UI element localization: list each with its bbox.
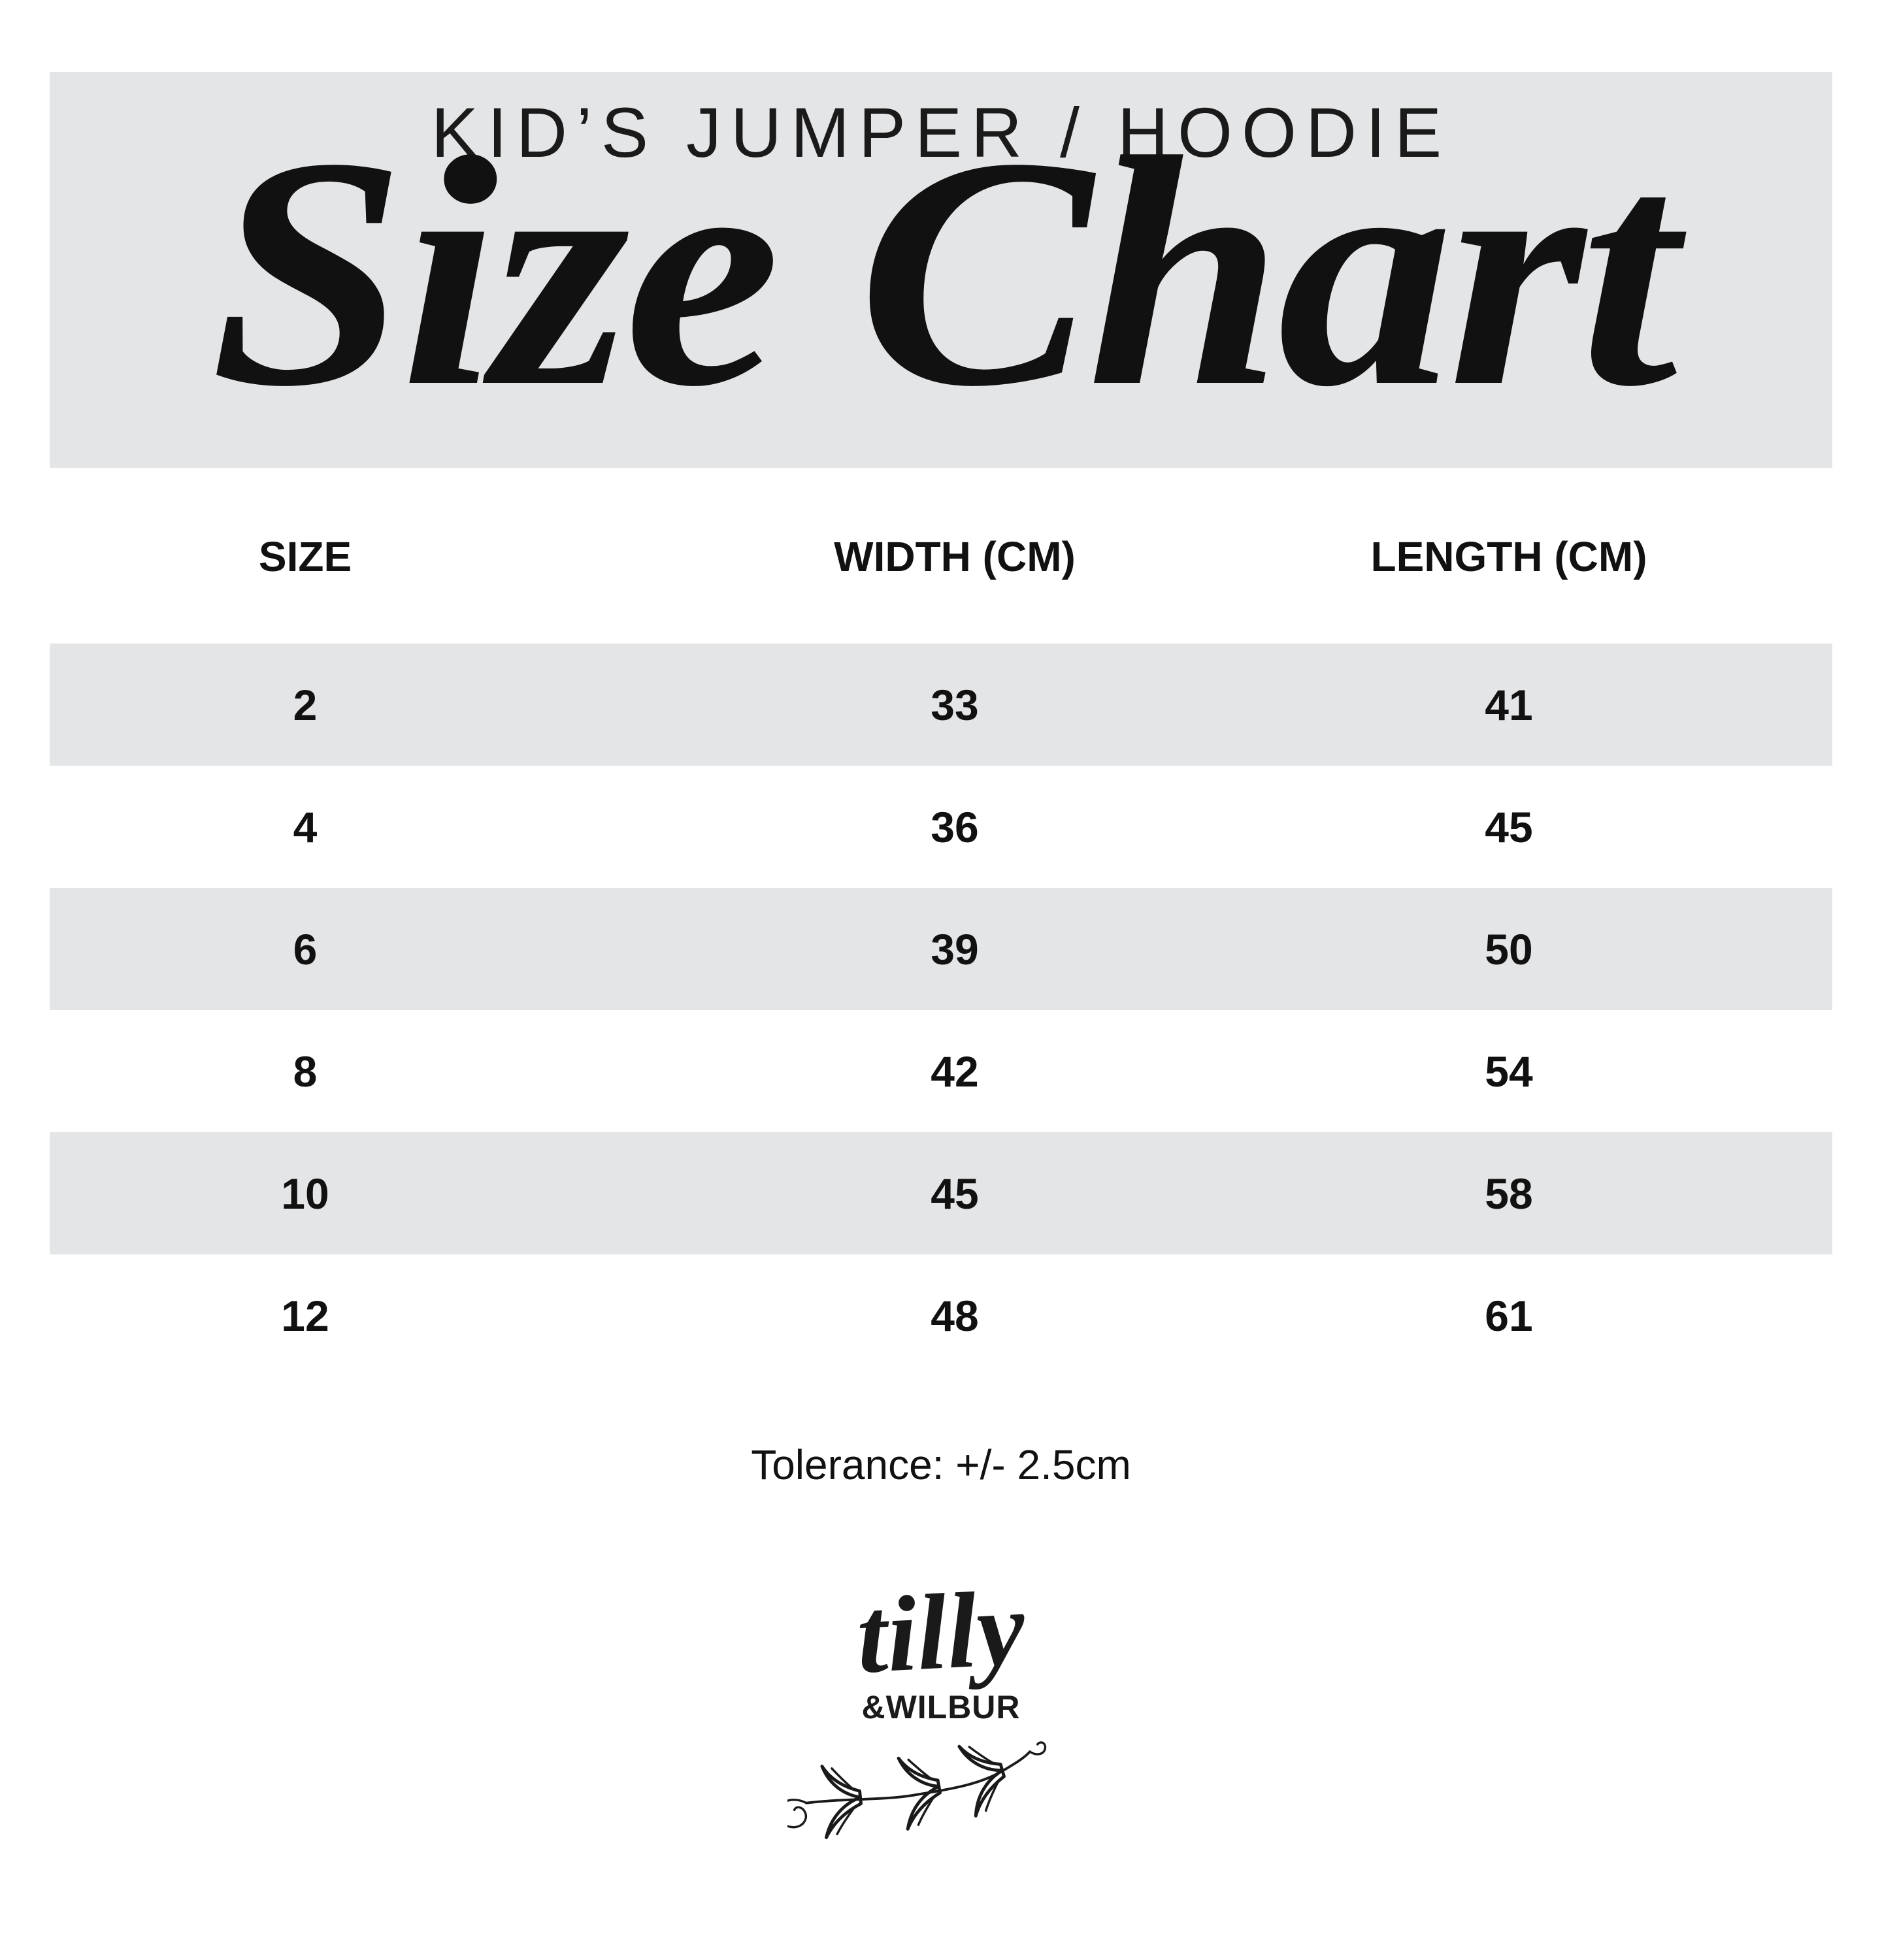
svg-text:tilly: tilly (854, 1567, 1029, 1695)
svg-text:&WILBUR: &WILBUR (861, 1689, 1020, 1725)
